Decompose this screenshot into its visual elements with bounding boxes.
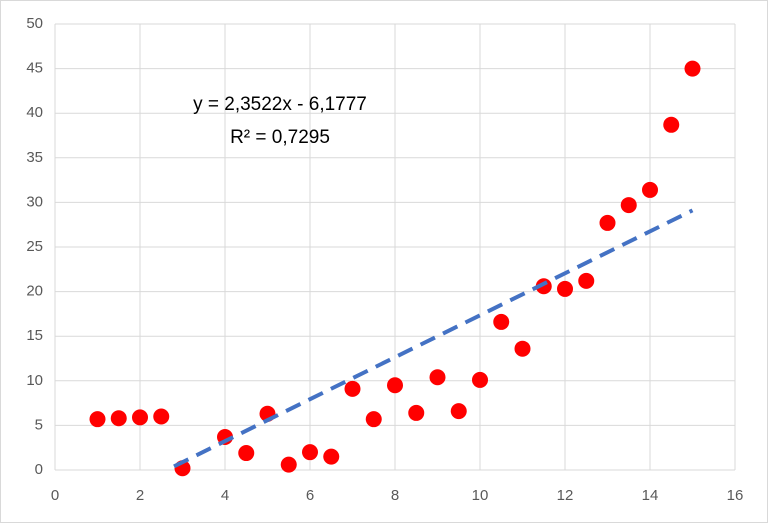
marks [89, 60, 701, 477]
trendline [173, 208, 694, 469]
trendline-equation: y = 2,3522x - 6,1777 [193, 94, 367, 115]
point [535, 278, 552, 295]
point [153, 408, 170, 425]
point [557, 280, 573, 297]
point [663, 116, 680, 133]
point [365, 411, 382, 428]
point [429, 369, 446, 386]
point [514, 340, 531, 357]
point [450, 403, 467, 420]
point [684, 60, 701, 77]
point [578, 272, 595, 289]
x-tick-label: 12 [557, 487, 574, 504]
y-tick-label: 5 [35, 416, 43, 433]
point [472, 371, 488, 388]
y-tick-label: 15 [26, 327, 43, 344]
point [599, 214, 616, 231]
x-tick-label: 4 [221, 487, 229, 504]
x-tick-label: 6 [306, 487, 314, 504]
point [620, 197, 637, 214]
x-tick-label: 2 [136, 487, 144, 504]
point [344, 380, 361, 397]
point [302, 444, 318, 461]
y-tick-label: 40 [26, 104, 43, 121]
x-tick-label: 16 [727, 487, 744, 504]
point [280, 456, 297, 473]
point [642, 181, 658, 198]
x-tick-label: 10 [472, 487, 489, 504]
point [408, 404, 425, 421]
y-tick-label: 35 [26, 149, 43, 166]
trendline-r-squared: R² = 0,7295 [230, 127, 330, 148]
y-tick-label: 20 [26, 283, 43, 300]
y-tick-label: 10 [26, 372, 43, 389]
x-tick-label: 14 [642, 487, 659, 504]
point [323, 448, 340, 465]
y-tick-label: 0 [35, 461, 43, 478]
x-tick-label: 0 [51, 487, 59, 504]
point [89, 411, 106, 428]
y-tick-label: 50 [26, 15, 43, 32]
y-tick-label: 45 [26, 60, 43, 77]
point [110, 410, 127, 427]
y-tick-label: 25 [26, 238, 43, 255]
point [493, 313, 510, 330]
y-tick-label: 30 [26, 193, 43, 210]
point [387, 377, 403, 394]
point [238, 445, 255, 462]
x-tick-label: 8 [391, 487, 399, 504]
point [132, 409, 148, 426]
grid [54, 23, 736, 471]
